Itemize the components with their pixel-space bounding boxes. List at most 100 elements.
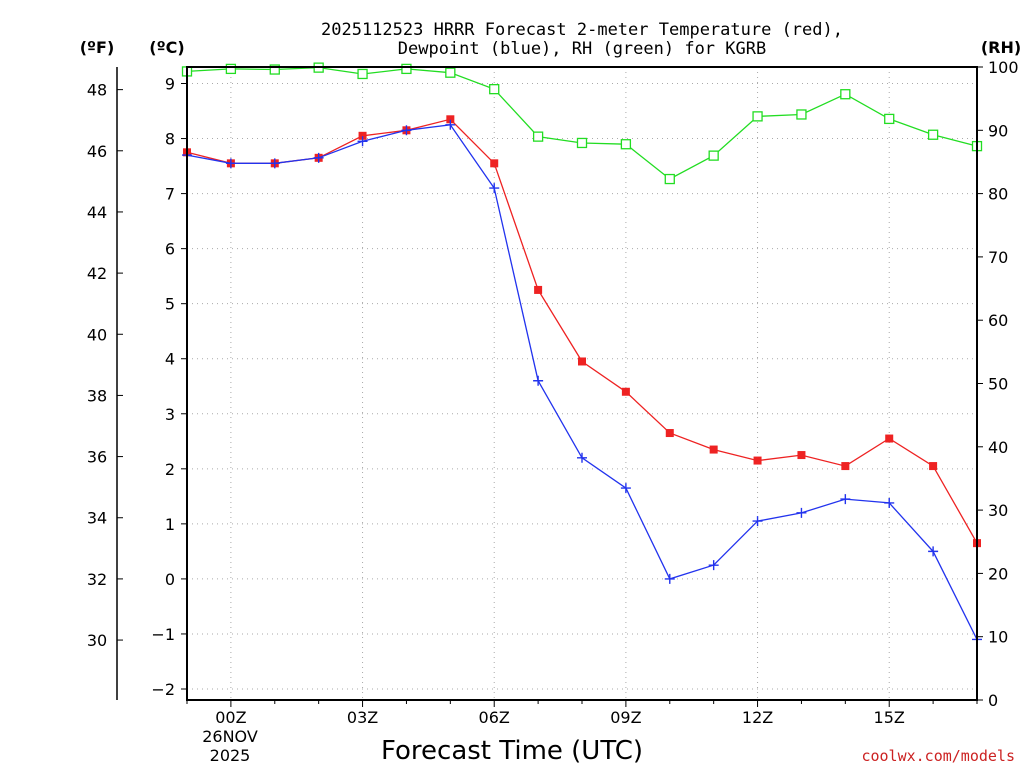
rh-point — [752, 111, 763, 122]
dewpoint-point — [752, 516, 763, 527]
temperature-point — [841, 462, 850, 471]
fahrenheit-tick-label: 34 — [87, 509, 107, 528]
fahrenheit-unit-label: (ºF) — [80, 38, 115, 57]
rh-point — [884, 113, 895, 125]
temperature-point — [446, 115, 455, 124]
temperature-point — [665, 429, 674, 438]
fahrenheit-axis: 30 32 34 36 38 40 42 44 46 48 — [87, 67, 123, 700]
dewpoint-point — [313, 152, 324, 163]
celsius-axis: −2 −1 0 1 2 3 4 5 6 7 8 9 — [151, 75, 187, 699]
celsius-tick-label: 4 — [165, 350, 175, 369]
celsius-tick-label: 8 — [165, 130, 175, 149]
celsius-tick-label: 6 — [165, 240, 175, 259]
fahrenheit-tick-label: 46 — [87, 142, 107, 161]
celsius-tick-label: −2 — [151, 680, 175, 699]
rh-tick-label: 20 — [988, 564, 1008, 583]
x-tick-label: 12Z — [742, 708, 773, 727]
rh-tick-label: 50 — [988, 375, 1008, 394]
dewpoint-point — [401, 125, 412, 136]
celsius-tick-label: 1 — [165, 515, 175, 534]
temperature-point — [929, 462, 938, 471]
dewpoint-point — [577, 452, 587, 463]
fahrenheit-tick-label: 38 — [87, 386, 107, 405]
dewpoint-point — [269, 158, 280, 169]
dewpoint-point — [225, 158, 236, 169]
chart-title-line2: Dewpoint (blue), RH (green) for KGRB — [398, 39, 766, 59]
temperature-point — [753, 456, 762, 465]
x-axis-label: Forecast Time (UTC) — [381, 736, 643, 766]
dewpoint-point — [884, 497, 895, 508]
rh-point — [796, 109, 807, 120]
fahrenheit-tick-label: 40 — [87, 325, 107, 344]
date-label-year: 2025 — [210, 746, 251, 765]
rh-tick-label: 30 — [988, 501, 1008, 520]
rh-axis: 0 10 20 30 40 50 60 70 80 90 100 — [977, 58, 1019, 710]
rh-unit-label: (RH) — [981, 38, 1021, 57]
fahrenheit-tick-label: 36 — [87, 448, 107, 467]
rh-point — [401, 63, 412, 75]
rh-tick-label: 80 — [988, 185, 1008, 204]
temperature-point — [578, 357, 586, 366]
temperature-series-line — [186, 118, 978, 544]
dewpoint-point — [357, 136, 368, 147]
dewpoint-point — [445, 119, 456, 130]
dewpoint-point — [840, 494, 851, 505]
dewpoint-point — [489, 183, 500, 194]
celsius-unit-label: (ºC) — [149, 38, 184, 57]
rh-tick-label: 40 — [988, 438, 1008, 457]
credit-label: coolwx.com/models — [861, 747, 1015, 765]
celsius-tick-label: 0 — [165, 570, 175, 589]
temperature-point — [490, 159, 499, 168]
fahrenheit-tick-label: 30 — [87, 631, 107, 650]
rh-tick-label: 10 — [988, 628, 1008, 647]
temperature-point — [534, 285, 543, 294]
rh-point — [708, 150, 719, 161]
dewpoint-point — [533, 375, 544, 386]
series-layer — [181, 62, 983, 645]
plot-frame — [186, 66, 978, 701]
celsius-tick-label: 2 — [165, 460, 175, 479]
rh-point — [445, 67, 456, 78]
fahrenheit-tick-label: 42 — [87, 264, 107, 283]
rh-point — [664, 173, 675, 185]
grid-lines — [187, 67, 977, 700]
rh-tick-label: 0 — [988, 691, 998, 710]
fahrenheit-tick-label: 44 — [87, 203, 107, 222]
temperature-point — [885, 434, 894, 443]
rh-point — [532, 131, 544, 142]
temperature-point — [797, 451, 806, 460]
x-axis: 00Z 03Z 06Z 09Z 12Z 15Z — [186, 700, 978, 727]
rh-point — [357, 68, 368, 80]
rh-point — [225, 63, 237, 75]
x-tick-label: 03Z — [347, 708, 378, 727]
celsius-tick-label: 9 — [165, 75, 175, 94]
temperature-point — [709, 445, 718, 454]
rh-point — [576, 137, 588, 149]
rh-point — [840, 89, 851, 100]
fahrenheit-tick-label: 48 — [87, 81, 107, 100]
rh-tick-label: 90 — [988, 121, 1008, 140]
rh-tick-label: 100 — [988, 58, 1019, 77]
dewpoint-point — [708, 560, 719, 571]
x-tick-label: 09Z — [610, 708, 641, 727]
dewpoint-series-line — [186, 124, 978, 640]
dewpoint-point — [928, 546, 939, 557]
dewpoint-point — [796, 507, 807, 518]
dewpoint-point — [620, 483, 631, 494]
rh-series-line — [186, 66, 978, 180]
celsius-tick-label: −1 — [151, 625, 175, 644]
x-tick-label: 00Z — [215, 708, 246, 727]
celsius-tick-label: 7 — [165, 185, 175, 204]
rh-tick-label: 60 — [988, 311, 1008, 330]
rh-point — [620, 139, 632, 150]
fahrenheit-tick-label: 32 — [87, 570, 107, 589]
chart-title-line1: 2025112523 HRRR Forecast 2-meter Tempera… — [321, 20, 843, 40]
temperature-point — [621, 387, 630, 396]
rh-point — [489, 84, 500, 95]
rh-point — [927, 129, 939, 140]
x-tick-label: 15Z — [874, 708, 905, 727]
dewpoint-point — [664, 573, 675, 584]
x-tick-label: 06Z — [479, 708, 510, 727]
celsius-tick-label: 3 — [165, 405, 175, 424]
